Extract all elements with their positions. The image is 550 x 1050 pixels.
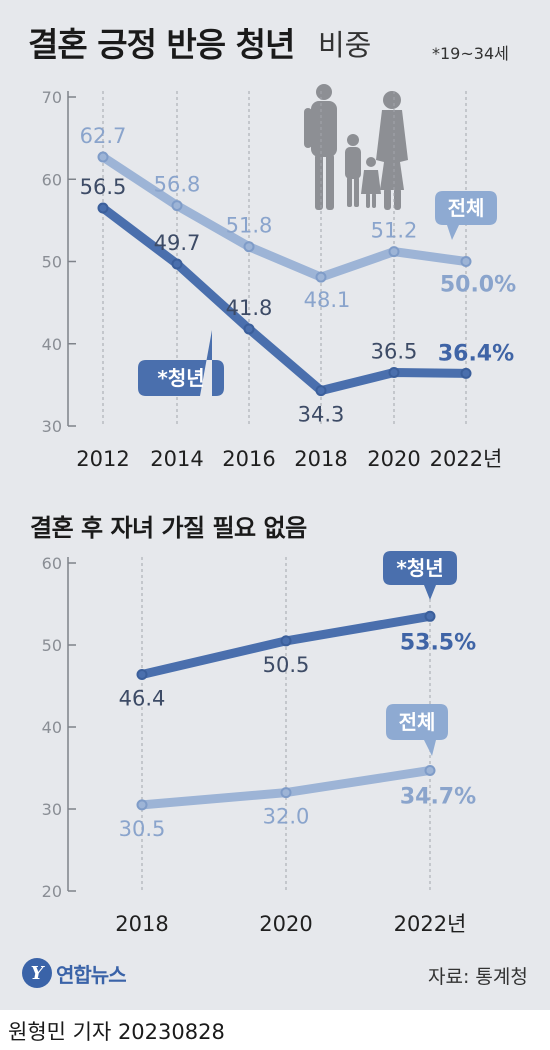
chart1-data-point	[171, 258, 183, 270]
infographic-card: 결혼 긍정 반응 청년 비중 *19~34세 결혼 후 자녀 가질 필요 없음 …	[0, 0, 550, 1010]
chart1-data-label: 48.1	[304, 288, 351, 312]
chart1-data-label: 62.7	[80, 124, 127, 148]
chart2-data-point	[280, 787, 292, 799]
age-note: *19~34세	[432, 44, 509, 63]
chart2-legend-0-label: *청년	[396, 556, 443, 580]
chart2-data-label: 30.5	[119, 817, 166, 841]
chart1-data-point	[243, 323, 255, 335]
chart1-data-point	[388, 246, 400, 258]
chart1-data-label: 51.8	[226, 214, 273, 238]
chart1-y-tick-label: 50	[42, 253, 62, 272]
chart1-data-label: 56.5	[80, 175, 127, 199]
chart2-data-label: 34.7%	[400, 784, 476, 809]
chart1-y-tick-label: 30	[42, 417, 62, 436]
chart2-legend-1-label: 전체	[399, 710, 436, 734]
page-title: 결혼 긍정 반응 청년	[28, 25, 295, 64]
chart1-x-tick-label: 2016	[222, 447, 275, 471]
chart1-x-tick-label: 2022년	[430, 447, 503, 471]
chart1-x-tick-label: 2012	[76, 447, 129, 471]
chart2-y-tick-label: 40	[42, 718, 62, 737]
chart2-data-point	[280, 635, 292, 647]
chart1-x-tick-label: 2018	[294, 447, 347, 471]
chart2-data-label: 50.5	[263, 653, 310, 677]
byline: 원형민 기자 20230828	[8, 1020, 225, 1044]
chart1-data-label: 56.8	[154, 173, 201, 197]
yonhap-logo: Y 연합뉴스	[22, 958, 127, 988]
chart1-y-tick-label: 70	[42, 88, 62, 107]
chart1-data-point	[460, 367, 472, 379]
chart1-data-label: 34.3	[298, 403, 345, 427]
chart1-data-point	[243, 241, 255, 253]
chart2-x-tick-label: 2022년	[394, 912, 467, 936]
chart1-data-point	[388, 367, 400, 379]
chart1-legend-0-bubble	[435, 191, 497, 240]
chart2-data-point	[424, 610, 436, 622]
chart1-data-label: 51.2	[371, 219, 418, 243]
chart1-series-line-1	[98, 203, 471, 396]
source-note: 자료: 통계청	[428, 966, 528, 988]
chart1-legend-0-label: 전체	[448, 196, 485, 220]
chart2-data-label: 32.0	[263, 805, 310, 829]
chart2-title: 결혼 후 자녀 가질 필요 없음	[30, 514, 307, 542]
chart1-data-label: 36.5	[371, 340, 418, 364]
chart1-y-tick-label: 40	[42, 335, 62, 354]
chart1-legend-1-label: *청년	[157, 366, 204, 390]
chart1-x-tick-label: 2014	[150, 447, 203, 471]
chart1-data-point	[97, 151, 109, 163]
family-silhouette-icon	[304, 84, 408, 210]
chart1-data-point	[97, 202, 109, 214]
chart1-y-tick-label: 60	[42, 170, 62, 189]
chart2-x-tick-label: 2020	[259, 912, 312, 936]
chart1-data-point	[460, 256, 472, 267]
chart2-y-tick-label: 30	[42, 800, 62, 819]
title-suffix: 비중	[318, 28, 372, 62]
chart1-data-point	[171, 200, 183, 212]
chart2-y-tick-label: 60	[42, 554, 62, 573]
chart1-legend-1-bubble	[138, 330, 224, 396]
chart2-data-label: 46.4	[119, 687, 166, 711]
yonhap-logo-text: 연합뉴스	[56, 962, 127, 987]
chart1-data-label: 49.7	[154, 231, 201, 255]
chart1-data-point	[315, 271, 327, 283]
chart2-data-point	[424, 764, 436, 776]
chart2-data-point	[136, 799, 148, 811]
chart1-data-label: 50.0%	[440, 273, 516, 298]
chart1-series-line-0	[98, 152, 471, 282]
chart2-legend-1-bubble	[386, 704, 448, 756]
chart1-data-label: 36.4%	[438, 341, 514, 366]
charts-svg: 30 40 50 60 70 2012 2014 2016 2018 2020 2022년 62.7 5…	[42, 88, 517, 936]
chart1-data-point	[315, 385, 327, 397]
chart2-y-tick-label: 50	[42, 636, 62, 655]
yonhap-logo-mark: Y	[22, 958, 52, 988]
chart2-data-label: 53.5%	[400, 630, 476, 655]
chart2-x-tick-label: 2018	[115, 912, 168, 936]
chart1-data-label: 41.8	[226, 296, 273, 320]
chart2-y-tick-label: 20	[42, 882, 62, 901]
chart2-legend-0-bubble	[383, 551, 457, 600]
chart1-x-tick-label: 2020	[367, 447, 420, 471]
chart2-data-point	[136, 669, 148, 681]
